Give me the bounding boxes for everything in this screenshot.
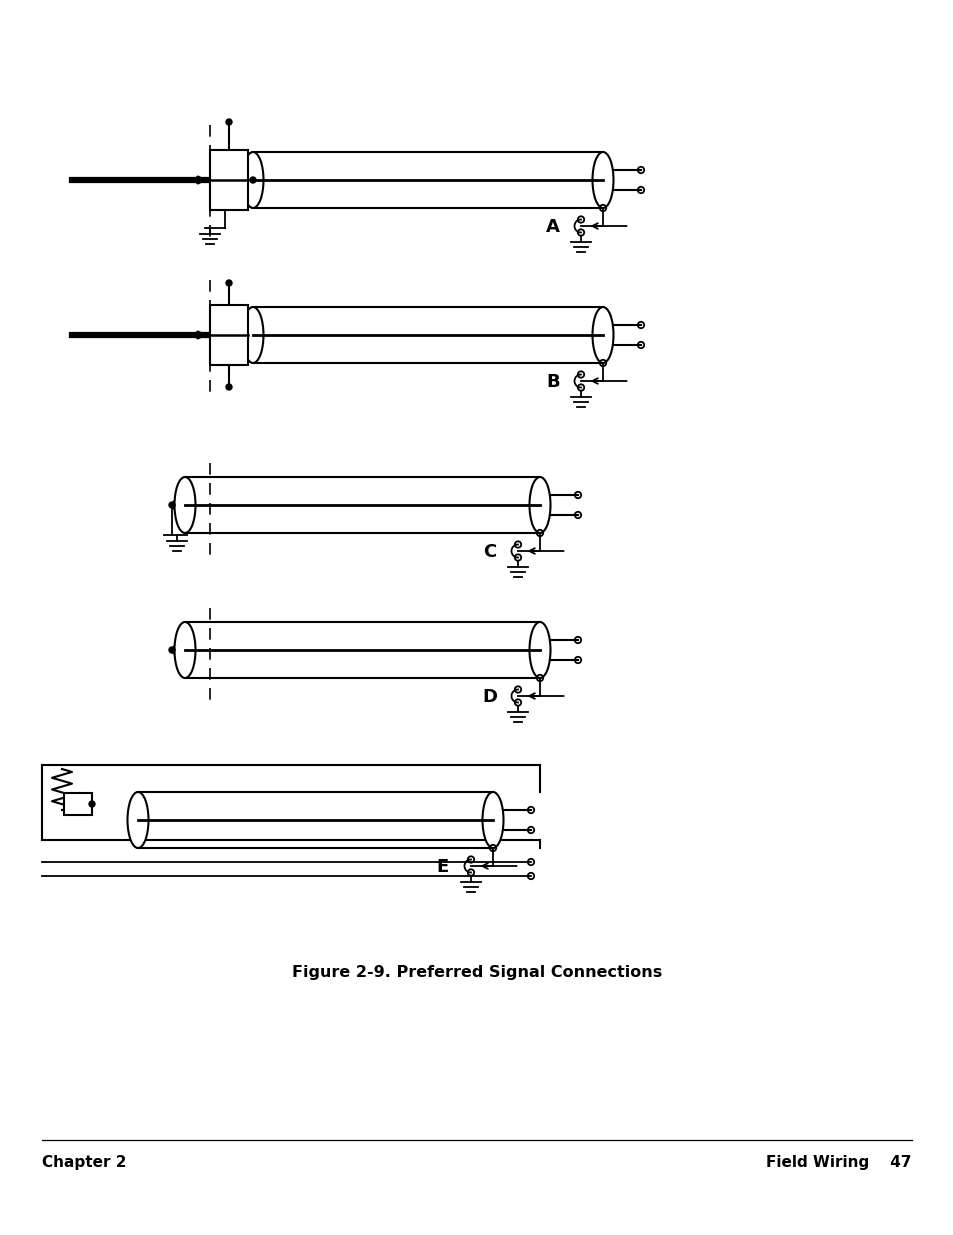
Circle shape — [169, 647, 174, 653]
Text: Field Wiring    47: Field Wiring 47 — [765, 1155, 911, 1170]
Ellipse shape — [174, 622, 195, 678]
Text: A: A — [545, 219, 559, 236]
Ellipse shape — [592, 152, 613, 207]
Ellipse shape — [242, 308, 263, 363]
Ellipse shape — [128, 792, 149, 848]
Ellipse shape — [529, 622, 550, 678]
Bar — [210, 305, 248, 366]
Text: E: E — [436, 858, 449, 876]
Circle shape — [226, 119, 232, 125]
Text: B: B — [546, 373, 559, 391]
Text: D: D — [482, 688, 497, 706]
Circle shape — [250, 177, 255, 183]
Text: C: C — [483, 543, 497, 561]
Bar — [64, 793, 91, 815]
Circle shape — [226, 384, 232, 390]
Ellipse shape — [174, 477, 195, 534]
Circle shape — [89, 802, 95, 806]
Ellipse shape — [592, 308, 613, 363]
Ellipse shape — [482, 792, 503, 848]
Text: Chapter 2: Chapter 2 — [42, 1155, 127, 1170]
Ellipse shape — [242, 152, 263, 207]
Circle shape — [169, 501, 174, 508]
Bar — [210, 149, 248, 210]
Ellipse shape — [529, 477, 550, 534]
Circle shape — [226, 280, 232, 287]
Text: Figure 2-9. Preferred Signal Connections: Figure 2-9. Preferred Signal Connections — [292, 966, 661, 981]
